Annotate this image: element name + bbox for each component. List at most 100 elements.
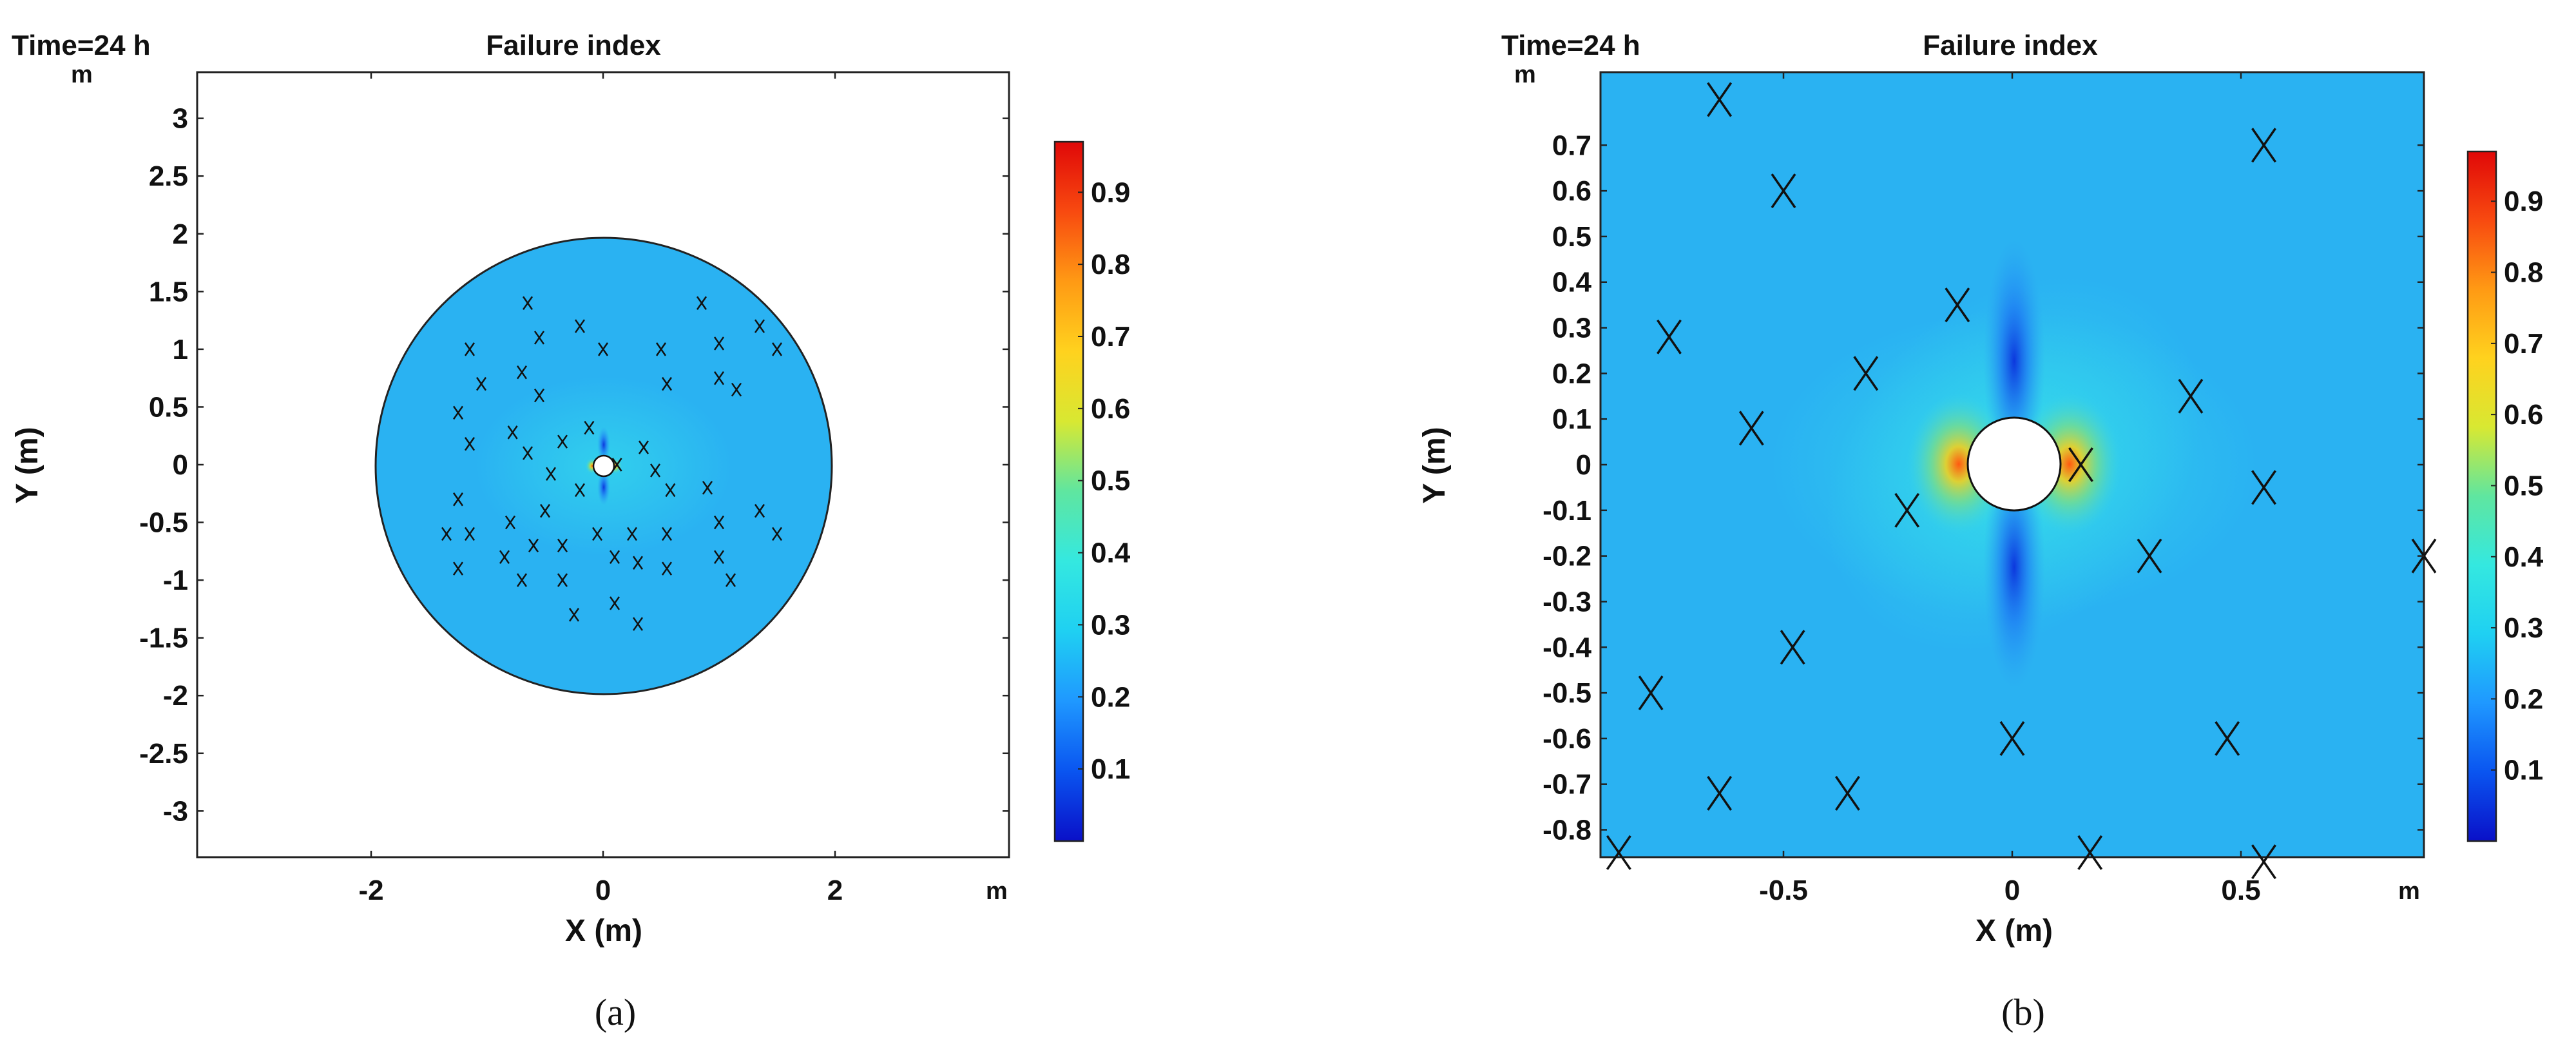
fracture-marker bbox=[1771, 173, 1796, 209]
fracture-marker bbox=[1945, 287, 1970, 323]
fracture-marker bbox=[754, 319, 765, 333]
colorbar-tick-label: 0.8 bbox=[2504, 257, 2543, 289]
time-label-a: Time=24 h bbox=[12, 30, 151, 61]
fracture-marker bbox=[528, 538, 539, 553]
fracture-marker bbox=[522, 446, 533, 460]
y-tick-label: 0.3 bbox=[1552, 313, 1591, 344]
panel-caption-b: (b) bbox=[2001, 991, 2045, 1033]
fracture-marker bbox=[464, 527, 476, 541]
fracture-marker bbox=[499, 550, 510, 565]
y-tick-label: -2 bbox=[163, 680, 188, 712]
fracture-marker bbox=[516, 365, 528, 380]
time-label-b: Time=24 h bbox=[1501, 30, 1640, 61]
x-ticks-b: -0.5 0 0.5 bbox=[1759, 72, 2261, 906]
fracture-marker bbox=[771, 527, 783, 541]
y-tick-label: -0.6 bbox=[1543, 723, 1591, 755]
x-tick-label: 0 bbox=[2004, 875, 2020, 906]
x-unit-corner-b: m bbox=[2398, 878, 2420, 905]
borehole-b bbox=[1966, 416, 2062, 512]
colorbar-tick-label: 0.3 bbox=[2504, 612, 2543, 644]
y-tick-label: -0.7 bbox=[1543, 769, 1591, 800]
colorbar-tick-label: 0.6 bbox=[1091, 393, 1130, 425]
y-tick-label: 0.1 bbox=[1552, 403, 1591, 435]
fracture-marker bbox=[638, 440, 649, 454]
fracture-marker bbox=[557, 434, 568, 449]
y-tick-label: 0.4 bbox=[1552, 267, 1592, 298]
colorbar-tick-label: 0.9 bbox=[1091, 177, 1130, 208]
fracture-marker bbox=[609, 550, 620, 565]
y-tick-label: 0.6 bbox=[1552, 175, 1591, 207]
y-tick-label: 0 bbox=[173, 449, 188, 481]
y-tick-label: -0.2 bbox=[1543, 541, 1591, 572]
fracture-marker bbox=[632, 556, 644, 570]
fracture-marker bbox=[1606, 835, 1631, 870]
fracture-marker bbox=[2251, 470, 2276, 505]
fracture-marker bbox=[713, 336, 725, 351]
fracture-marker bbox=[661, 561, 673, 576]
fracture-marker bbox=[771, 342, 783, 356]
y-unit-corner-a: m bbox=[71, 61, 93, 88]
fracture-marker bbox=[725, 573, 736, 587]
fracture-marker bbox=[2215, 721, 2240, 756]
colorbar-tick-label: 0.2 bbox=[1091, 681, 1130, 713]
fracture-marker bbox=[2251, 128, 2276, 163]
fracture-marker bbox=[1638, 675, 1664, 711]
y-tick-label: 0.2 bbox=[1552, 358, 1591, 389]
fracture-marker bbox=[584, 420, 595, 435]
fracture-marker bbox=[557, 538, 568, 553]
fracture-marker bbox=[754, 503, 765, 518]
y-tick-label: 1 bbox=[173, 334, 188, 365]
y-tick-label: -0.4 bbox=[1543, 632, 1591, 663]
colorbar-tick-label: 0.7 bbox=[1091, 321, 1130, 353]
fracture-marker bbox=[1657, 319, 1682, 354]
y-tick-label: 0.5 bbox=[149, 391, 188, 423]
fracture-marker bbox=[476, 376, 487, 391]
fracture-marker bbox=[661, 527, 673, 541]
fracture-marker bbox=[591, 527, 603, 541]
fracture-marker bbox=[1780, 630, 1805, 665]
x-tick-label: 2 bbox=[827, 875, 843, 906]
y-tick-label: -0.1 bbox=[1543, 495, 1591, 527]
colorbar-ticks-a: 0.9 0.8 0.7 0.6 0.5 0.4 0.3 0.2 0.1 bbox=[1078, 177, 1131, 785]
fracture-marker bbox=[2251, 844, 2276, 880]
y-tick-label: -0.5 bbox=[139, 507, 188, 539]
fracture-marker bbox=[1999, 721, 2025, 756]
x-tick-label: 0.5 bbox=[2221, 875, 2260, 906]
colorbar-tick-label: 0.2 bbox=[2504, 683, 2543, 715]
fracture-marker bbox=[464, 437, 476, 451]
fracture-marker bbox=[452, 561, 464, 576]
fracture-marker bbox=[702, 481, 713, 495]
y-tick-label: -0.5 bbox=[1543, 677, 1591, 709]
y-tick-label: -0.3 bbox=[1543, 586, 1591, 617]
y-tick-label: 3 bbox=[173, 103, 188, 135]
colorbar-tick-label: 0.5 bbox=[2504, 470, 2543, 501]
fracture-marker bbox=[557, 573, 568, 587]
fracture-marker bbox=[533, 331, 545, 345]
colorbar-tick-label: 0.1 bbox=[2504, 755, 2543, 786]
fracture-marker bbox=[2068, 447, 2093, 482]
fracture-marker bbox=[1707, 775, 1733, 811]
y-tick-label: 1.5 bbox=[149, 276, 188, 307]
fracture-marker bbox=[452, 405, 464, 420]
panel-b: 0.7 0.6 0.5 0.4 0.3 0.2 0.1 0 -0.1 -0.2 -0.3 -0.4 -0… bbox=[1418, 30, 2544, 1033]
fracture-marker bbox=[1834, 775, 1860, 811]
x-unit-corner-a: m bbox=[986, 878, 1008, 905]
y-tick-label: 2 bbox=[173, 218, 188, 250]
colorbar-tick-label: 0.7 bbox=[2504, 328, 2543, 360]
y-axis-label-b: Y (m) bbox=[1418, 427, 1452, 503]
y-tick-label: 2.5 bbox=[149, 160, 188, 192]
fracture-marker bbox=[441, 527, 452, 541]
fracture-marker bbox=[574, 483, 586, 498]
fracture-marker bbox=[713, 515, 725, 530]
fracture-marker bbox=[655, 342, 667, 356]
fracture-marker bbox=[568, 608, 580, 622]
y-tick-label: 0.7 bbox=[1552, 130, 1591, 161]
x-tick-label: -0.5 bbox=[1759, 875, 1808, 906]
y-tick-label: -2.5 bbox=[139, 738, 188, 770]
fracture-marker bbox=[464, 342, 476, 356]
fracture-marker bbox=[545, 467, 557, 481]
y-ticks-b: 0.7 0.6 0.5 0.4 0.3 0.2 0.1 0 -0.1 -0.2 -0.3 -0.4 -0… bbox=[1543, 130, 2424, 846]
fracture-marker bbox=[661, 376, 673, 391]
fracture-marker bbox=[665, 483, 676, 498]
fracture-marker bbox=[2178, 378, 2204, 414]
